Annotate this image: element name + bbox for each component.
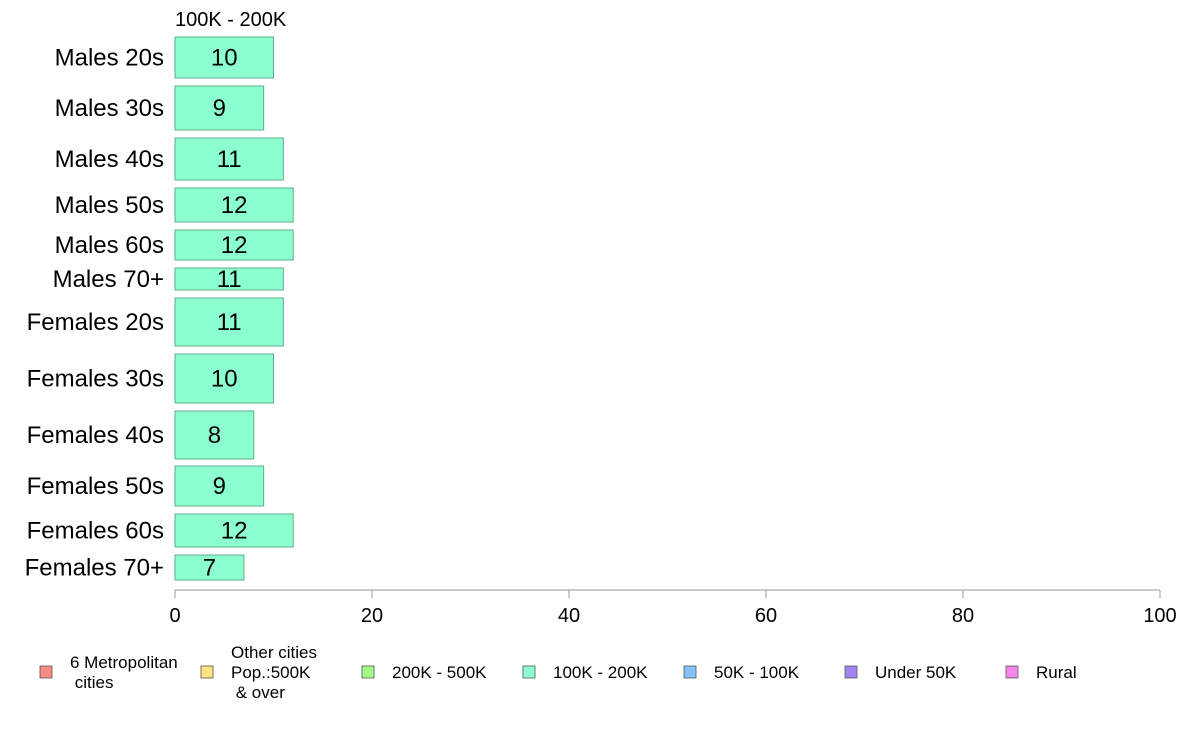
legend: 6 Metropolitan cities Other cities Pop.:50… (39, 643, 1077, 702)
bar (174, 297, 284, 347)
legend-item: Rural (1005, 663, 1077, 682)
legend-swatch (1005, 665, 1019, 679)
legend-label: 200K - 500K (392, 663, 487, 682)
category-label: Males 30s (55, 95, 164, 122)
legend-swatch (683, 665, 697, 679)
legend-swatch (39, 665, 53, 679)
category-label: Males 50s (55, 192, 164, 219)
legend-label: 6 Metropolitan cities (70, 653, 178, 692)
x-tick-label: 100 (1143, 605, 1176, 627)
x-tick-label: 40 (558, 605, 580, 627)
bar-value-label: 11 (217, 146, 242, 173)
bar-value-label: 7 (203, 555, 216, 582)
bar-value-label: 12 (221, 192, 248, 219)
category-label: Males 40s (55, 146, 164, 173)
category-labels: Males 20s Males 30s Males 40s Males 50s Male… (25, 45, 164, 582)
category-label: Females 50s (27, 473, 164, 500)
legend-swatch (522, 665, 536, 679)
legend-swatch (361, 665, 375, 679)
category-label: Females 40s (27, 422, 164, 449)
legend-label: Other cities Pop.:500K & over (231, 643, 317, 702)
x-tick-label: 20 (361, 605, 383, 627)
bar (174, 36, 274, 79)
bar (174, 137, 284, 181)
x-tick-label: 60 (755, 605, 777, 627)
bar (174, 267, 284, 291)
legend-label: 50K - 100K (714, 663, 800, 682)
bar-value-label: 11 (217, 266, 242, 293)
legend-item: Under 50K (844, 663, 957, 682)
bar-value-label: 9 (213, 95, 226, 122)
bar-value-label: 12 (221, 232, 248, 259)
x-tick-label: 0 (169, 605, 180, 627)
panel-title: 100K - 200K (175, 9, 287, 31)
legend-swatch (200, 665, 214, 679)
x-tick-label: 80 (952, 605, 974, 627)
legend-label: Under 50K (875, 663, 957, 682)
category-label: Females 70+ (25, 555, 164, 582)
bar (174, 229, 294, 261)
legend-label: 100K - 200K (553, 663, 648, 682)
legend-item: 50K - 100K (683, 663, 800, 682)
legend-swatch (844, 665, 858, 679)
bar (174, 353, 274, 404)
bar (174, 465, 265, 507)
bar (174, 513, 294, 548)
bar-value-label: 10 (211, 366, 238, 393)
legend-item: 200K - 500K (361, 663, 487, 682)
category-label: Females 30s (27, 366, 164, 393)
bar (174, 410, 255, 460)
legend-label: Rural (1036, 663, 1077, 682)
category-label: Females 20s (27, 309, 164, 336)
bar (174, 554, 245, 581)
bar (174, 187, 294, 223)
bar-value-label: 12 (221, 518, 248, 545)
bar-value-label: 11 (217, 309, 242, 336)
bar (174, 85, 265, 131)
category-label: Males 20s (55, 45, 164, 72)
bar-value-label: 9 (213, 473, 226, 500)
legend-item: 100K - 200K (522, 663, 648, 682)
legend-item: 6 Metropolitan cities (39, 653, 178, 692)
category-label: Males 60s (55, 232, 164, 259)
bar-value-label: 8 (208, 422, 221, 449)
bar-value-label: 10 (211, 45, 238, 72)
legend-item: Other cities Pop.:500K & over (200, 643, 317, 702)
x-axis: 0 20 40 60 80 100 (169, 589, 1177, 627)
category-label: Females 60s (27, 518, 164, 545)
category-label: Males 70+ (53, 266, 164, 293)
